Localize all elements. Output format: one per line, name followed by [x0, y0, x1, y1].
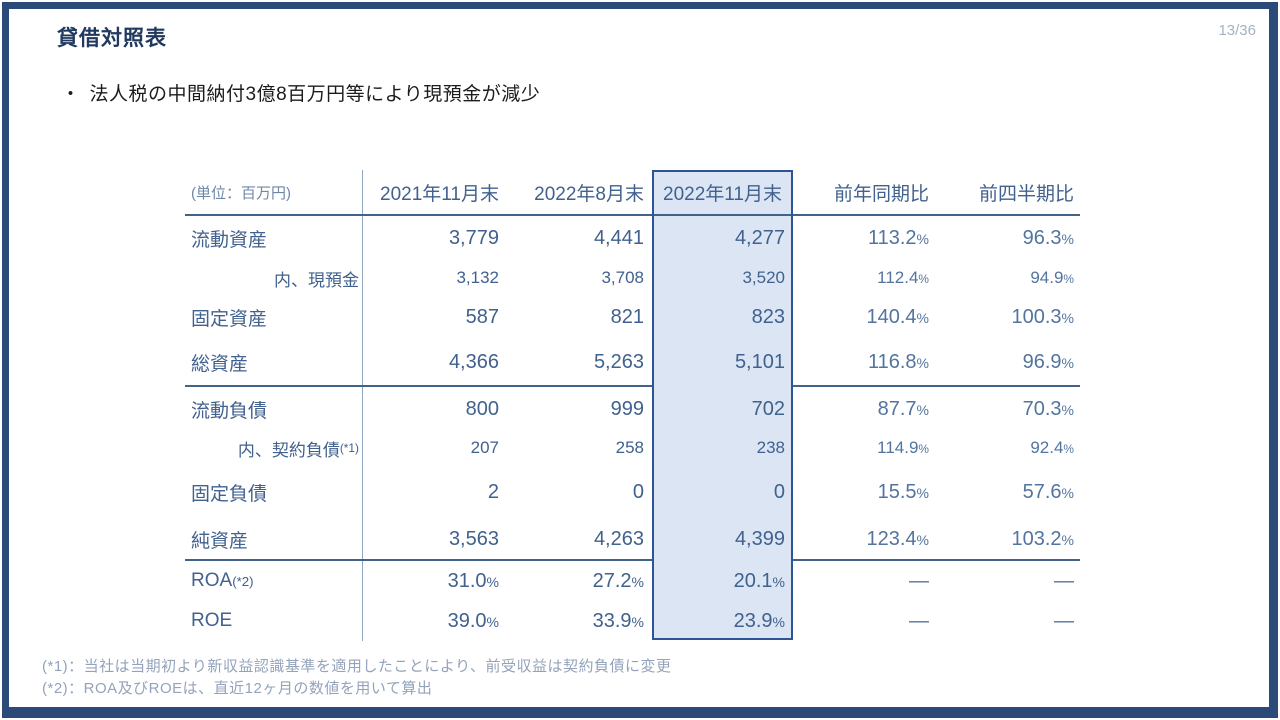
balance-sheet-table: (単位：百万円) 2021年11月末 2022年8月末 2022年11月末 前年同期比…	[185, 170, 1080, 641]
table-cell: 0	[773, 481, 785, 503]
table-cell: 20.1%	[733, 569, 785, 592]
page-title: 貸借対照表	[57, 27, 167, 50]
bullet-text: 法人税の中間納付3億8百万円等により現預金が減少	[89, 84, 541, 105]
column-header: 2021年11月末	[380, 183, 499, 205]
table-cell: 4,441	[593, 227, 644, 249]
column-header: 2022年8月末	[534, 183, 644, 205]
table-cell: 15.5%	[877, 481, 929, 503]
table-cell: 587	[465, 306, 499, 328]
table-body: 流動資産 3,779 4,441 4,277 113.2% 96.3% 内、現預金 3,132…	[185, 216, 1080, 641]
table-cell: 27.2%	[592, 569, 644, 592]
table-cell: 87.7%	[877, 397, 929, 420]
table-cell: 821	[610, 306, 644, 328]
table-cell: 2	[487, 481, 499, 503]
table-cell: 116.8%	[867, 351, 929, 373]
table-cell: 57.6%	[1022, 481, 1074, 503]
unit-label: (単位：百万円)	[185, 170, 363, 214]
table-cell: 0	[632, 481, 644, 503]
row-label: 流動負債	[185, 387, 363, 431]
bullet-line: ・ 法人税の中間納付3億8百万円等により現預金が減少	[61, 79, 540, 106]
table-cell: 39.0%	[447, 609, 499, 632]
row-label: 流動資産	[185, 216, 363, 261]
table-cell: —	[909, 569, 929, 592]
row-label: 固定負債	[185, 465, 363, 520]
table-cell: 96.9%	[1022, 351, 1074, 373]
table-cell: 5,101	[734, 351, 785, 373]
table-cell: 92.4%	[1030, 438, 1074, 457]
table-cell: 702	[751, 397, 785, 420]
table-cell: 94.9%	[1030, 268, 1074, 287]
table-group: 流動資産 3,779 4,441 4,277 113.2% 96.3% 内、現預金 3,132…	[185, 216, 1080, 387]
table-cell: 238	[756, 438, 785, 457]
column-header: 前四半期比	[978, 183, 1074, 205]
table-cell: —	[1054, 569, 1074, 592]
table-row: 固定負債 2 0 0 15.5% 57.6%	[185, 465, 1080, 520]
table-cell: 3,779	[448, 227, 499, 249]
table-row: ROE 39.0% 33.9% 23.9% — —	[185, 601, 1080, 641]
row-label: ROE	[185, 601, 363, 641]
table-cell: 4,399	[734, 528, 785, 550]
bullet-icon: ・	[61, 84, 81, 105]
table-cell: 3,708	[601, 268, 644, 287]
table-row: 流動資産 3,779 4,441 4,277 113.2% 96.3%	[185, 216, 1080, 261]
table-row: 固定資産 587 821 823 140.4% 100.3%	[185, 295, 1080, 340]
column-header: 前年同期比	[833, 183, 929, 205]
page-number: 13/36	[1218, 22, 1256, 39]
table-cell: 123.4%	[866, 528, 929, 550]
table-cell: 800	[465, 397, 499, 420]
table-group: ROA (*2) 31.0% 27.2% 20.1% — — ROE 39.0% 33.9% 23.…	[185, 561, 1080, 641]
table-header-row: (単位：百万円) 2021年11月末 2022年8月末 2022年11月末 前年同期比…	[185, 170, 1080, 216]
row-label: ROA (*2)	[185, 561, 363, 601]
table-cell: 258	[615, 438, 644, 457]
footnote-1: (*1)：当社は当期初より新収益認識基準を適用したことにより、前受収益は契約負債…	[42, 658, 672, 675]
table-cell: 33.9%	[592, 609, 644, 632]
table-row: 内、現預金 3,132 3,708 3,520 112.4% 94.9%	[185, 261, 1080, 295]
table-row: ROA (*2) 31.0% 27.2% 20.1% — —	[185, 561, 1080, 601]
table-cell: 103.2%	[1011, 528, 1074, 550]
table-cell: 4,277	[734, 227, 785, 249]
column-header: 2022年11月末	[663, 183, 782, 205]
table-cell: 207	[470, 438, 499, 457]
table-cell: 70.3%	[1022, 397, 1074, 420]
row-label: 固定資産	[185, 295, 363, 340]
footnotes: (*1)：当社は当期初より新収益認識基準を適用したことにより、前受収益は契約負債…	[42, 656, 671, 700]
table-cell: 100.3%	[1011, 306, 1074, 328]
table-cell: 113.2%	[867, 227, 929, 249]
table-cell: 114.9%	[877, 438, 929, 457]
row-label: 内、現預金	[185, 261, 363, 295]
table-cell: 3,563	[448, 528, 499, 550]
table-cell: 4,263	[593, 528, 644, 550]
table-row: 純資産 3,563 4,263 4,399 123.4% 103.2%	[185, 520, 1080, 559]
table-row: 総資産 4,366 5,263 5,101 116.8% 96.9%	[185, 340, 1080, 385]
table-cell: 3,520	[742, 268, 785, 287]
table-cell: 31.0%	[447, 569, 499, 592]
table-cell: —	[909, 609, 929, 632]
table-group: 流動負債 800 999 702 87.7% 70.3% 内、契約負債 (*1) 207 258 2…	[185, 387, 1080, 561]
highlight-column-fill	[652, 170, 793, 640]
footnote-2: (*2)：ROA及びROEは、直近12ヶ月の数値を用いて算出	[42, 680, 433, 697]
table-cell: 823	[751, 306, 785, 328]
table-cell: 96.3%	[1022, 227, 1074, 249]
table-cell: —	[1054, 609, 1074, 632]
table-cell: 4,366	[448, 351, 499, 373]
table-cell: 3,132	[456, 268, 499, 287]
table-cell: 140.4%	[866, 306, 929, 328]
table-row: 内、契約負債 (*1) 207 258 238 114.9% 92.4%	[185, 431, 1080, 465]
row-label: 総資産	[185, 340, 363, 385]
row-label: 純資産	[185, 520, 363, 559]
table-cell: 112.4%	[877, 268, 929, 287]
row-label: 内、契約負債 (*1)	[185, 431, 363, 465]
table-row: 流動負債 800 999 702 87.7% 70.3%	[185, 387, 1080, 431]
table-cell: 23.9%	[733, 609, 785, 632]
table-cell: 5,263	[593, 351, 644, 373]
table-cell: 999	[610, 397, 644, 420]
